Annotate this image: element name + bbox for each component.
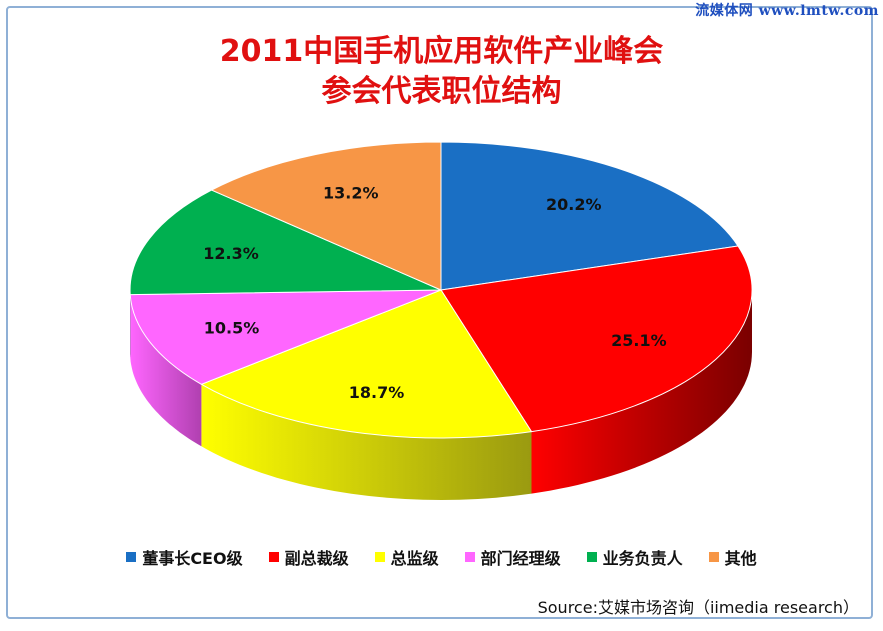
pie-slice-3 bbox=[200, 289, 533, 439]
pie-side-4 bbox=[130, 294, 202, 447]
chart-title-line-2: 参会代表职位结构 bbox=[321, 74, 562, 109]
legend-label: 其他 bbox=[724, 549, 757, 568]
data-label-5: 12.3% bbox=[203, 244, 259, 263]
legend-label: 业务负责人 bbox=[602, 549, 683, 568]
legend-item-5: 业务负责人 bbox=[586, 545, 683, 569]
pie-slice-1 bbox=[440, 141, 739, 291]
legend-item-3: 总监级 bbox=[374, 545, 439, 569]
legend-swatch bbox=[126, 552, 137, 562]
chart-title-line-1: 2011中国手机应用软件产业峰会 bbox=[219, 34, 664, 69]
pie-slice-6 bbox=[210, 141, 442, 291]
legend-swatch bbox=[464, 552, 475, 562]
data-label-1: 20.2% bbox=[546, 195, 602, 214]
pie-slice-4 bbox=[129, 289, 442, 385]
source-note: Source:艾媒市场咨询（iimedia research） bbox=[537, 598, 859, 617]
data-label-4: 10.5% bbox=[204, 319, 260, 338]
pie-side-2 bbox=[531, 290, 752, 494]
legend-swatch bbox=[268, 552, 279, 562]
pie-side-3 bbox=[201, 384, 532, 500]
legend-label: 副总裁级 bbox=[284, 549, 349, 568]
legend-swatch bbox=[708, 552, 719, 562]
legend-swatch bbox=[586, 552, 597, 562]
legend-item-1: 董事长CEO级 bbox=[126, 545, 243, 569]
legend-label: 总监级 bbox=[390, 549, 439, 568]
legend-label: 部门经理级 bbox=[480, 549, 561, 568]
legend-label: 董事长CEO级 bbox=[142, 549, 243, 568]
chart-legend: 董事长CEO级 副总裁级 总监级 部门经理级 业务负责人 其他 bbox=[0, 545, 883, 569]
legend-item-4: 部门经理级 bbox=[464, 545, 561, 569]
pie-slice-5 bbox=[129, 189, 442, 296]
data-label-3: 18.7% bbox=[349, 383, 405, 402]
legend-item-2: 副总裁级 bbox=[268, 545, 349, 569]
pie-slice-2 bbox=[440, 245, 753, 433]
data-label-2: 25.1% bbox=[611, 331, 667, 350]
legend-item-6: 其他 bbox=[708, 545, 757, 569]
data-label-6: 13.2% bbox=[323, 184, 379, 203]
legend-swatch bbox=[374, 552, 385, 562]
watermark: 流媒体网 www.lmtw.com bbox=[695, 3, 879, 19]
